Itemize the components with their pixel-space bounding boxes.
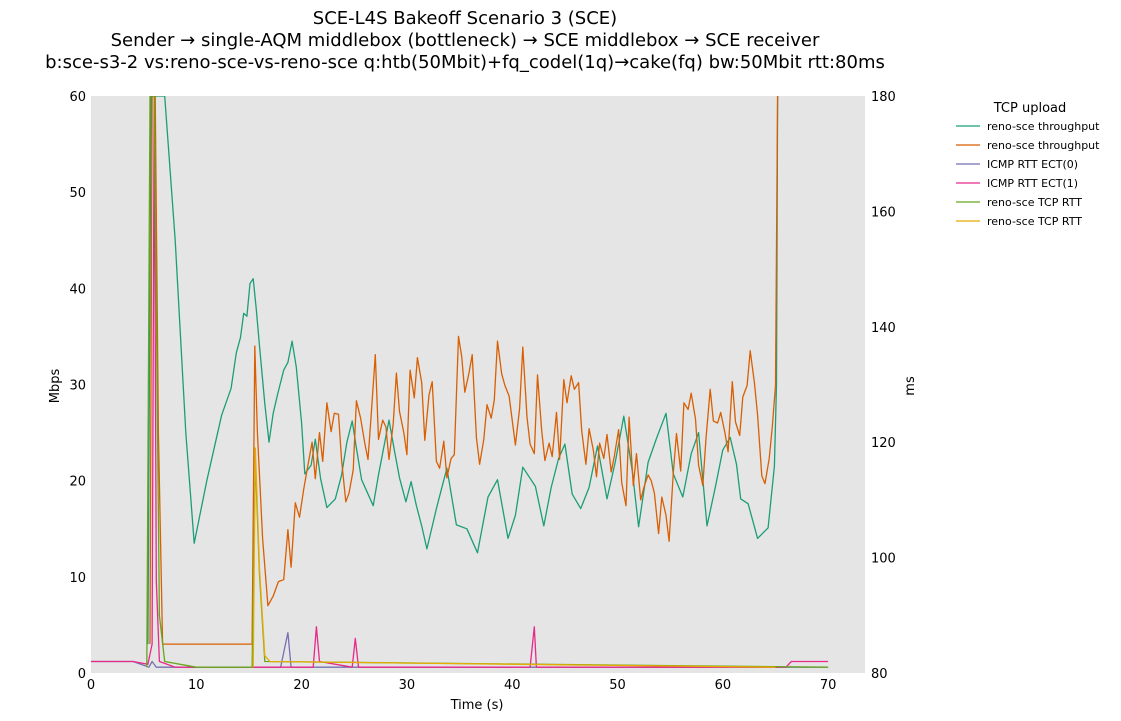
legend-label: ICMP RTT ECT(1) xyxy=(987,177,1078,190)
y-right-tick-label: 140 xyxy=(871,321,896,336)
y-axis-right-label: ms xyxy=(903,376,918,396)
x-tick-label: 10 xyxy=(188,678,205,693)
y-left-tick-label: 10 xyxy=(69,571,86,586)
y-right-tick-label: 100 xyxy=(871,552,896,567)
x-tick-label: 30 xyxy=(399,678,416,693)
plot-area xyxy=(91,96,865,673)
y-left-tick-label: 60 xyxy=(69,90,86,105)
y-right-tick-label: 80 xyxy=(871,667,888,682)
y-left-tick-label: 50 xyxy=(69,186,86,201)
y-right-tick-label: 180 xyxy=(871,90,896,105)
axes-layer: 0 10 20 30 40 50 60 70 0 10 20 30 40 50 60 80 100 120 140 1… xyxy=(69,90,895,693)
legend: TCP upload reno-sce throughput reno-sce t… xyxy=(956,101,1100,228)
x-tick-label: 50 xyxy=(609,678,626,693)
x-tick-label: 60 xyxy=(715,678,732,693)
series-line-4 xyxy=(91,96,829,668)
title-line-1: SCE-L4S Bakeoff Scenario 3 (SCE) xyxy=(313,8,617,29)
chart-title: SCE-L4S Bakeoff Scenario 3 (SCE) Sender … xyxy=(45,8,885,73)
x-tick-label: 0 xyxy=(87,678,95,693)
x-tick-label: 40 xyxy=(504,678,521,693)
legend-label: reno-sce TCP RTT xyxy=(987,215,1082,228)
series-line-6 xyxy=(252,447,776,668)
y-right-tick-label: 120 xyxy=(871,436,896,451)
y-left-tick-label: 40 xyxy=(69,282,86,297)
series-layer xyxy=(91,96,829,668)
legend-label: reno-sce TCP RTT xyxy=(987,196,1082,209)
title-line-2: Sender → single-AQM middlebox (bottlenec… xyxy=(111,30,820,51)
series-line-2 xyxy=(149,96,779,645)
y-axis-left-label: Mbps xyxy=(48,369,63,404)
y-left-tick-label: 20 xyxy=(69,475,86,490)
y-left-tick-label: 0 xyxy=(78,667,86,682)
x-tick-label: 20 xyxy=(293,678,310,693)
x-tick-label: 70 xyxy=(820,678,837,693)
y-right-tick-label: 160 xyxy=(871,205,896,220)
title-line-3: b:sce-s3-2 vs:reno-sce-vs-reno-sce q:htb… xyxy=(45,52,885,73)
legend-title: TCP upload xyxy=(993,101,1067,116)
x-axis-label: Time (s) xyxy=(450,698,504,713)
legend-label: reno-sce throughput xyxy=(987,120,1100,133)
y-left-tick-label: 30 xyxy=(69,379,86,394)
legend-label: reno-sce throughput xyxy=(987,139,1100,152)
legend-label: ICMP RTT ECT(0) xyxy=(987,158,1078,171)
